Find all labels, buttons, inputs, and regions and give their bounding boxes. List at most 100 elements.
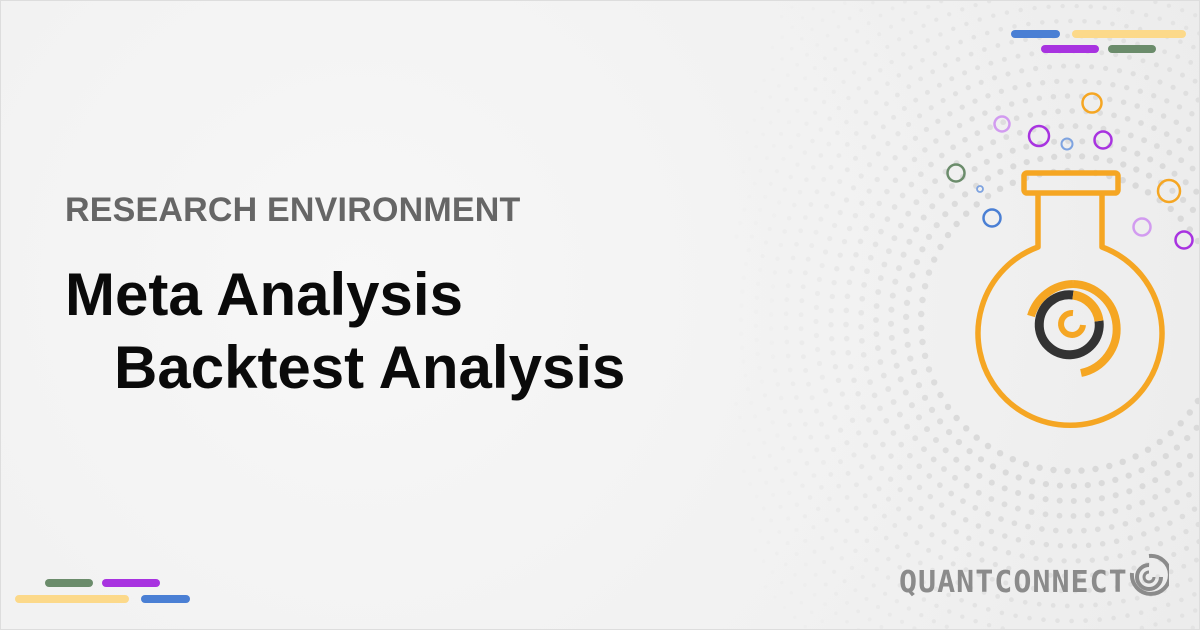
background-dot <box>856 86 861 91</box>
background-dot <box>846 95 851 101</box>
background-dot <box>929 514 935 520</box>
background-dot <box>820 535 825 541</box>
accent-bar-purple-top <box>1041 45 1099 53</box>
background-dot <box>1170 20 1176 26</box>
background-dot <box>837 209 843 216</box>
background-dot <box>773 595 777 599</box>
background-dot <box>864 538 870 544</box>
background-dot <box>1079 603 1084 609</box>
background-dot <box>845 619 849 624</box>
background-dot <box>1002 469 1009 476</box>
background-dot <box>885 575 891 580</box>
background-dot <box>798 448 803 454</box>
background-dot <box>757 267 763 273</box>
background-dot <box>876 486 882 492</box>
background-dot <box>812 592 817 597</box>
background-dot <box>1019 553 1025 559</box>
background-dot <box>903 299 911 307</box>
background-dot <box>860 574 865 580</box>
background-dot <box>1036 601 1042 607</box>
background-dot <box>995 43 1001 48</box>
background-dot <box>819 374 825 380</box>
background-dot <box>815 43 819 47</box>
background-dot <box>987 124 993 131</box>
background-dot <box>829 336 835 342</box>
background-dot <box>1092 154 1100 162</box>
quantconnect-logo-icon <box>1129 553 1169 596</box>
background-dot <box>1012 24 1017 29</box>
background-dot <box>781 156 786 162</box>
background-dot <box>892 523 898 528</box>
background-dot <box>985 511 991 517</box>
background-dot <box>947 111 953 117</box>
background-dot <box>1089 572 1096 578</box>
background-dot <box>798 228 804 234</box>
background-dot <box>866 162 873 168</box>
background-dot <box>832 414 838 420</box>
background-dot <box>906 515 912 521</box>
background-dot <box>1191 506 1198 512</box>
background-dot <box>888 24 894 29</box>
background-dot <box>1009 597 1014 603</box>
background-dot <box>1127 535 1134 541</box>
background-dot <box>807 495 813 500</box>
background-dot <box>1006 565 1012 571</box>
background-dot <box>971 165 978 173</box>
background-dot <box>872 429 879 436</box>
background-dot <box>1150 460 1158 467</box>
background-dot <box>956 122 963 129</box>
background-dot <box>805 256 811 262</box>
background-dot <box>819 485 824 490</box>
background-dot <box>917 560 923 566</box>
background-dot <box>842 579 847 584</box>
background-dot <box>914 540 920 546</box>
background-dot <box>772 270 778 275</box>
background-dot <box>988 60 994 66</box>
background-dot <box>888 306 895 313</box>
background-dot <box>1066 528 1073 534</box>
background-dot <box>843 335 850 342</box>
background-dot <box>832 569 837 574</box>
background-dot <box>975 489 982 496</box>
background-dot <box>1009 456 1016 463</box>
background-dot <box>1194 397 1199 405</box>
background-dot <box>867 76 872 82</box>
background-dot <box>989 576 995 582</box>
background-dot <box>787 269 793 275</box>
background-dot <box>1017 583 1022 589</box>
background-dot <box>849 417 856 423</box>
background-dot <box>942 62 948 68</box>
background-dot <box>778 395 784 401</box>
background-dot <box>885 140 891 147</box>
background-dot <box>921 394 929 401</box>
background-dot <box>1152 477 1159 484</box>
background-dot <box>827 496 832 502</box>
background-dot <box>904 423 911 430</box>
background-dot <box>1054 78 1060 85</box>
background-dot <box>1099 50 1105 56</box>
background-dot <box>843 321 849 328</box>
background-dot <box>811 525 816 530</box>
background-dot <box>827 401 833 407</box>
background-dot <box>1179 196 1187 204</box>
background-dot <box>990 139 997 146</box>
background-dot <box>766 406 771 412</box>
background-dot <box>761 506 766 511</box>
background-dot <box>827 236 833 242</box>
background-dot <box>1122 520 1129 527</box>
background-dot <box>955 438 963 446</box>
background-dot <box>1185 126 1192 132</box>
background-dot <box>846 279 853 286</box>
background-dot <box>811 7 815 11</box>
background-dot <box>1070 513 1077 519</box>
background-dot <box>834 266 840 272</box>
background-dot <box>832 222 838 228</box>
background-dot <box>1131 565 1137 571</box>
background-dot <box>833 46 838 51</box>
background-dot <box>758 207 763 212</box>
background-dot <box>851 452 857 458</box>
background-dot <box>889 292 896 299</box>
background-dot <box>1175 583 1180 588</box>
background-dot <box>775 256 780 261</box>
